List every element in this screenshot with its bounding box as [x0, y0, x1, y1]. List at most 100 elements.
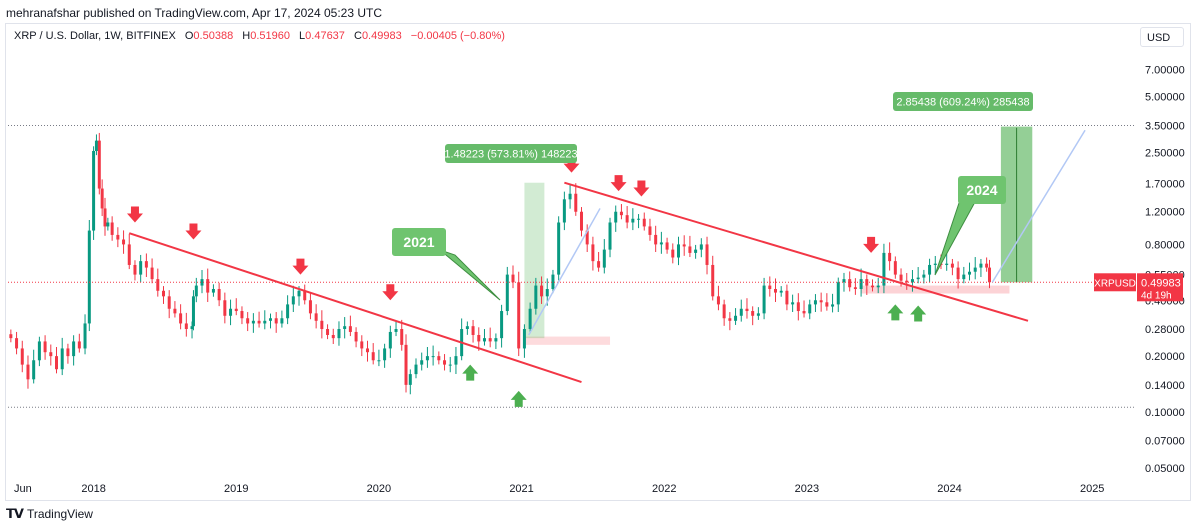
candle-body [320, 320, 324, 330]
candle-body [602, 249, 606, 268]
callout-label-2021: 2021 [403, 234, 434, 250]
candle-body [871, 285, 875, 288]
publish-credit: mehranafshar published on TradingView.co… [6, 6, 383, 20]
candle-body [836, 282, 840, 305]
candle-body [211, 289, 215, 293]
candle-body [49, 352, 53, 357]
candle-body [420, 360, 424, 365]
callout-label-2024: 2024 [966, 182, 997, 198]
candle-body [448, 364, 452, 366]
x-tick-label: 2023 [795, 483, 819, 495]
price-tag: 0.49983 [1141, 277, 1181, 289]
y-tick-label: 3.50000 [1145, 120, 1185, 132]
footer-brand[interactable]: TradingView [26, 507, 93, 521]
candle-body [642, 218, 646, 227]
candle-body [331, 334, 335, 339]
measure-box-2021 [524, 182, 545, 339]
candle-body [179, 313, 183, 324]
candle-body [882, 252, 886, 286]
candle-body [297, 290, 301, 297]
candle-body [562, 199, 566, 223]
candle-body [853, 287, 857, 290]
candle-body [43, 341, 47, 353]
candle-body [905, 280, 909, 283]
candle-body [631, 218, 635, 223]
symbol-title: XRP / U.S. Dollar, 1W, BITFINEX [14, 30, 176, 42]
candle-body [15, 338, 19, 349]
candle-body [156, 279, 160, 291]
callout-label-2024-box [958, 176, 1006, 204]
candle-body [711, 264, 715, 297]
candle-body [246, 318, 250, 324]
candle-body [922, 274, 926, 278]
x-tick-label: 2020 [367, 483, 391, 495]
candle-body [534, 285, 538, 309]
candle-body [751, 311, 755, 316]
candle-body [223, 300, 227, 316]
projection-line-2024 [991, 129, 1086, 283]
candle-body [842, 279, 846, 283]
high-label: H [242, 30, 251, 42]
candle-body [505, 274, 509, 312]
candle-body [699, 244, 703, 250]
measure-label-2024-box [893, 92, 1033, 111]
candle-body [528, 308, 532, 330]
candle-body [551, 274, 555, 290]
symbol-tag-box [1094, 273, 1136, 292]
candle-body [150, 267, 154, 280]
candle-body [557, 222, 561, 275]
candle-body [694, 249, 698, 253]
candle-body [956, 267, 960, 280]
downtrend-line-2021 [564, 181, 1029, 322]
candle-body [848, 279, 852, 288]
candle-body [987, 267, 991, 283]
candle-body [365, 348, 369, 353]
candle-body [127, 244, 131, 265]
trend-lines [8, 124, 1135, 408]
candle-body [979, 263, 983, 268]
support-zone-2024 [861, 285, 1010, 294]
candle-body [26, 364, 30, 380]
candle-body [676, 244, 680, 258]
candle-body [337, 329, 341, 339]
open-value: 0.50388 [193, 30, 234, 42]
callout-tail-2024 [934, 199, 976, 276]
y-tick-label: 0.10000 [1145, 407, 1185, 419]
candle-body [545, 289, 549, 297]
y-tick-label: 0.07000 [1145, 436, 1185, 448]
tradingview-logo-icon[interactable]: 𝗧𝗩 [6, 506, 24, 521]
candle-body [511, 274, 515, 283]
candle-body [360, 341, 364, 349]
candle-body [888, 252, 892, 262]
candle-body [72, 341, 76, 357]
candle-body [876, 285, 880, 288]
candle-body [66, 348, 70, 357]
candle-body [167, 296, 171, 309]
candle-body [819, 300, 823, 303]
y-tick-label: 1.20000 [1145, 207, 1185, 219]
candle-body [482, 338, 486, 342]
candle-body [808, 304, 812, 314]
open-label: O [184, 30, 194, 42]
candle-body [144, 261, 148, 268]
candle-body [9, 334, 13, 339]
candle-body [400, 329, 404, 345]
candle-body [77, 341, 81, 349]
candle-body [394, 329, 398, 332]
candle-body [100, 188, 104, 209]
candle-body [774, 289, 778, 293]
y-axis: 7.00000 5.00000 3.50000 2.50000 1.70000 1.200… [1145, 65, 1185, 475]
candle-body [55, 356, 59, 370]
y-tick-label: 7.00000 [1145, 65, 1185, 77]
close-label: C [353, 30, 362, 42]
candle-body [665, 242, 669, 250]
candle-body [682, 244, 686, 247]
callout-label-2021-box [392, 228, 446, 256]
currency-button[interactable]: USD [1140, 27, 1184, 47]
downtrend-line-2018 [128, 232, 582, 383]
candle-body [648, 226, 652, 235]
candle-body [184, 323, 188, 330]
candle-body [785, 290, 789, 305]
candle-body [796, 302, 800, 312]
